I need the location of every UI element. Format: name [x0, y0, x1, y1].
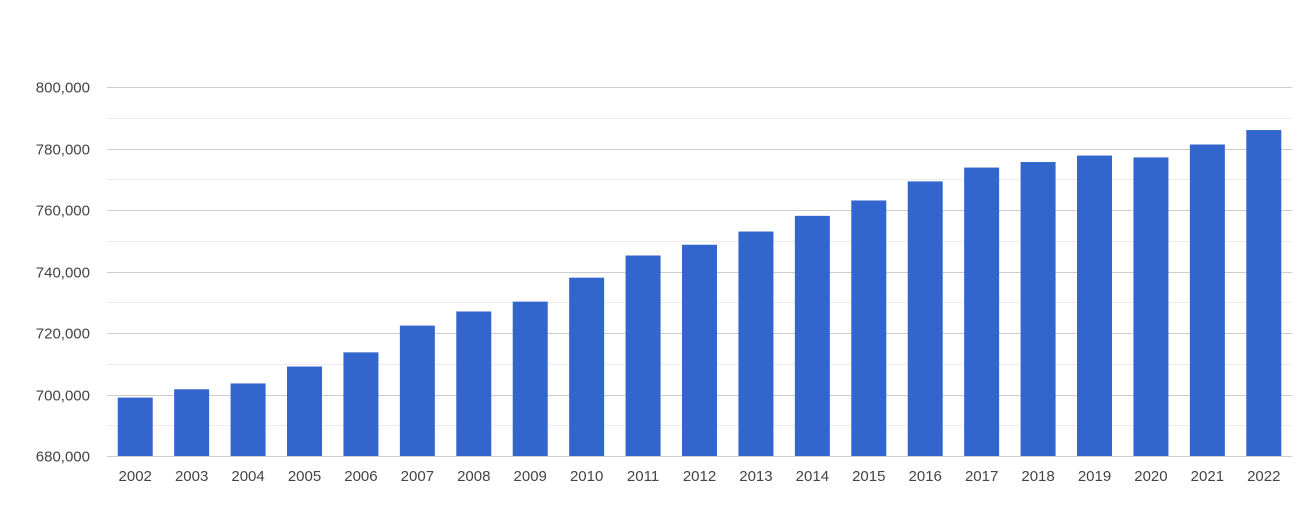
x-tick-label: 2012	[683, 468, 716, 485]
bar-2021[interactable]	[1189, 144, 1225, 457]
bar-2008[interactable]	[456, 311, 492, 456]
x-tick-label: 2011	[627, 468, 659, 485]
bar-2004[interactable]	[230, 383, 266, 456]
y-tick-label: 740,000	[36, 265, 90, 282]
y-tick-label: 760,000	[36, 203, 90, 220]
bar-2010[interactable]	[569, 277, 605, 456]
bar-2006[interactable]	[343, 352, 379, 456]
y-tick-label: 680,000	[36, 449, 90, 466]
y-tick-label: 720,000	[36, 326, 90, 343]
bar-2003[interactable]	[174, 389, 210, 456]
x-tick-label: 2013	[739, 468, 772, 485]
x-tick-label: 2007	[401, 468, 434, 485]
x-tick-label: 2006	[344, 468, 377, 485]
y-tick-label: 800,000	[36, 80, 90, 97]
x-tick-label: 2015	[852, 468, 885, 485]
x-tick-label: 2017	[965, 468, 998, 485]
x-tick-label: 2002	[119, 468, 152, 485]
bar-2018[interactable]	[1020, 162, 1056, 456]
bar-2002[interactable]	[117, 397, 153, 456]
x-tick-label: 2008	[457, 468, 490, 485]
y-tick-label: 700,000	[36, 388, 90, 405]
bar-2009[interactable]	[512, 301, 548, 456]
bar-2020[interactable]	[1133, 157, 1169, 457]
bar-2016[interactable]	[907, 181, 943, 456]
bar-2011[interactable]	[625, 255, 661, 456]
y-tick-label: 780,000	[36, 142, 90, 159]
x-tick-label: 2019	[1078, 468, 1111, 485]
x-tick-label: 2014	[796, 468, 829, 485]
x-tick-label: 2018	[1021, 468, 1054, 485]
bar-2022[interactable]	[1246, 130, 1282, 457]
x-tick-label: 2005	[288, 468, 321, 485]
bar-2012[interactable]	[682, 244, 717, 456]
y-axis-ticks: 680,000 700,000 720,000 740,000 760,000 780,0…	[36, 80, 90, 466]
bars	[117, 130, 1282, 457]
bar-2013[interactable]	[738, 231, 774, 456]
bar-2007[interactable]	[399, 325, 435, 456]
x-axis-ticks: 2002 2003 2004 2005 2006 2007 2008 2009 2010 2011…	[119, 468, 1281, 485]
bar-2019[interactable]	[1077, 155, 1112, 456]
x-tick-label: 2004	[231, 468, 264, 485]
bar-2005[interactable]	[287, 366, 322, 456]
x-tick-label: 2003	[175, 468, 208, 485]
x-tick-label: 2016	[909, 468, 942, 485]
x-tick-label: 2010	[570, 468, 603, 485]
x-tick-label: 2020	[1134, 468, 1167, 485]
x-tick-label: 2022	[1247, 468, 1280, 485]
bar-2015[interactable]	[851, 200, 887, 456]
x-tick-label: 2021	[1191, 468, 1224, 485]
bar-2014[interactable]	[794, 215, 830, 456]
bar-2017[interactable]	[964, 167, 1000, 456]
x-tick-label: 2009	[514, 468, 547, 485]
